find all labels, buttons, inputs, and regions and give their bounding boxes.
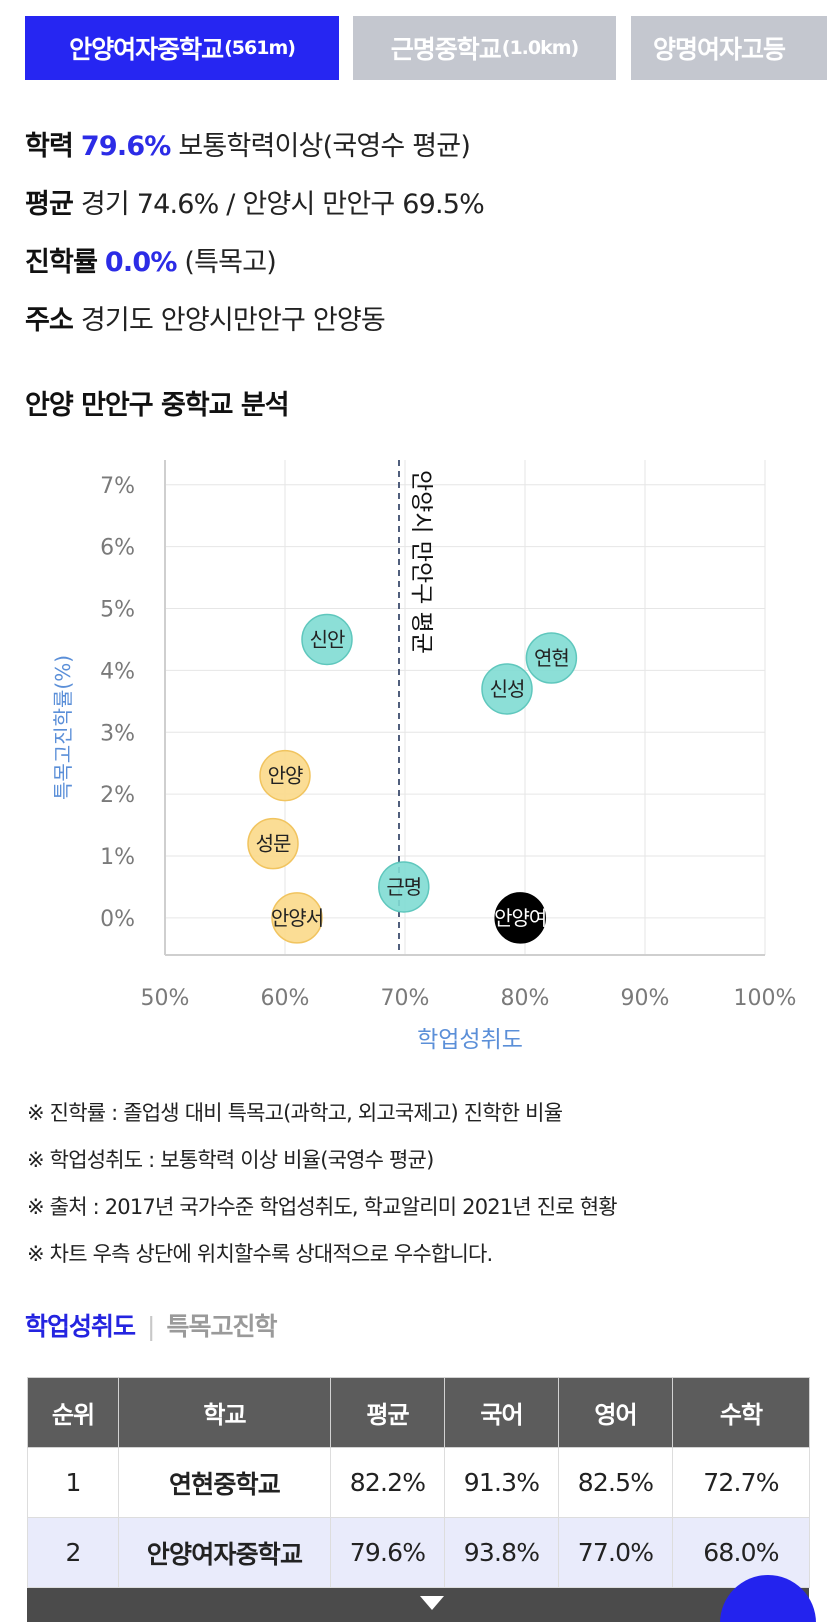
average-label: 평균	[25, 189, 74, 220]
advance-value: 0.0%	[104, 247, 177, 278]
header-school: 학교	[118, 1377, 331, 1448]
average-value: 경기 74.6% / 안양시 만안구 69.5%	[80, 189, 485, 220]
data-point	[378, 861, 430, 913]
show-more-button[interactable]	[27, 1588, 809, 1622]
note-line: ※ 학업성취도 : 보통학력 이상 비율(국영수 평균)	[27, 1148, 434, 1172]
header-korean: 국어	[444, 1377, 559, 1448]
ranking-tabs: 학업성취도 | 특목고진학	[25, 1307, 277, 1343]
data-point	[525, 632, 578, 684]
y-tick-label: 6%	[100, 536, 135, 561]
cell-english: 82.5%	[558, 1447, 673, 1518]
x-axis-label: 학업성취도	[417, 1027, 523, 1053]
table-row: 1 연현중학교 82.2% 91.3% 82.5% 72.7%	[27, 1447, 810, 1518]
average-info: 평균 경기 74.6% / 안양시 만안구 69.5%	[25, 182, 485, 221]
scatter-chart: 0% 1% 2% 3% 4% 5% 6% 7% 50% 60% 70% 80% 90% 100% 학업성취도…	[51, 460, 797, 1053]
cell-math: 72.7%	[672, 1447, 810, 1518]
tab-school-2[interactable]: 근명중학교 (1.0km)	[353, 16, 616, 80]
data-point-label: 근명	[386, 875, 421, 899]
data-point	[247, 817, 299, 870]
academic-desc: 보통학력이상(국영수 평균)	[178, 131, 471, 162]
academic-value: 79.6%	[80, 131, 171, 162]
address-value: 경기도 안양시만안구 안양동	[80, 305, 386, 336]
cell-korean: 91.3%	[444, 1447, 559, 1518]
cell-rank: 2	[27, 1517, 119, 1588]
y-tick-label: 3%	[100, 721, 135, 746]
tab-school-name: 근명중학교	[390, 35, 502, 64]
header-average: 평균	[330, 1377, 445, 1448]
data-point-label: 신안	[310, 627, 345, 651]
cell-rank: 1	[27, 1447, 119, 1518]
note-line: ※ 출처 : 2017년 국가수준 학업성취도, 학교알리미 2021년 진로 …	[27, 1195, 618, 1219]
y-tick-label: 7%	[100, 474, 135, 499]
data-point-label: 안양	[268, 764, 303, 788]
x-tick-label: 80%	[501, 986, 550, 1011]
note-line: ※ 진학률 : 졸업생 대비 특목고(과학고, 외고국제고) 진학한 비율	[27, 1101, 563, 1125]
y-tick-label: 1%	[100, 845, 135, 870]
advance-label: 진학률	[25, 247, 98, 278]
y-tick-label: 5%	[100, 598, 135, 623]
cell-school: 연현중학교	[118, 1447, 331, 1518]
advance-desc: (특목고)	[184, 247, 276, 278]
chevron-down-icon	[420, 1596, 444, 1610]
x-tick-label: 100%	[734, 986, 797, 1011]
cell-average: 79.6%	[330, 1517, 445, 1588]
x-tick-label: 90%	[621, 986, 670, 1011]
tab-school-name: 양명여자고등	[653, 35, 786, 64]
section-title: 안양 만안구 중학교 분석	[25, 390, 290, 421]
cell-average: 82.2%	[330, 1447, 445, 1518]
address-label: 주소	[25, 305, 74, 336]
academic-info: 학력 79.6% 보통학력이상(국영수 평균)	[25, 124, 471, 163]
y-tick-label: 4%	[100, 659, 135, 684]
data-point-label: 안양서	[271, 906, 323, 930]
academic-label: 학력	[25, 131, 74, 162]
tab-school-distance: (561m)	[224, 37, 296, 59]
tab-school-distance: (1.0km)	[501, 37, 579, 59]
table-header-row: 순위 학교 평균 국어 영어 수학	[27, 1377, 810, 1448]
data-point	[301, 613, 353, 666]
table-row-selected: 2 안양여자중학교 79.6% 93.8% 77.0% 68.0%	[27, 1517, 810, 1588]
data-point	[494, 892, 546, 944]
header-math: 수학	[672, 1377, 810, 1448]
tab-separator: |	[147, 1312, 156, 1341]
x-tick-label: 50%	[141, 986, 190, 1011]
tab-special-high[interactable]: 특목고진학	[166, 1312, 277, 1341]
note-line: ※ 차트 우측 상단에 위치할수록 상대적으로 우수합니다.	[27, 1242, 493, 1266]
x-tick-label: 70%	[381, 986, 430, 1011]
school-tabs: 안양여자중학교 (561m) 근명중학교 (1.0km) 양명여자고등	[25, 16, 827, 80]
data-point-label: 안양여	[494, 906, 546, 930]
data-point-label: 신성	[490, 677, 525, 701]
data-point-label: 연현	[534, 646, 569, 670]
ranking-table: 순위 학교 평균 국어 영어 수학 1 연현중학교 82.2% 91.3% 82…	[27, 1377, 810, 1588]
reference-line-label: 안양시 만안구 평균	[408, 470, 434, 654]
tab-school-1[interactable]: 안양여자중학교 (561m)	[25, 16, 339, 80]
cell-english: 77.0%	[558, 1517, 673, 1588]
cell-math: 68.0%	[672, 1517, 810, 1588]
y-axis-label: 특목고진학률(%)	[51, 655, 75, 800]
y-tick-label: 0%	[100, 907, 135, 932]
cell-korean: 93.8%	[444, 1517, 559, 1588]
x-tick-label: 60%	[261, 986, 310, 1011]
data-point	[259, 749, 311, 802]
tab-academic[interactable]: 학업성취도	[25, 1312, 136, 1341]
tab-school-name: 안양여자중학교	[69, 35, 224, 64]
cell-school: 안양여자중학교	[118, 1517, 331, 1588]
data-point	[271, 892, 323, 944]
tab-school-3[interactable]: 양명여자고등	[631, 16, 827, 80]
advance-info: 진학률 0.0% (특목고)	[25, 240, 277, 279]
address-info: 주소 경기도 안양시만안구 안양동	[25, 298, 386, 337]
header-rank: 순위	[27, 1377, 119, 1448]
y-tick-label: 2%	[100, 783, 135, 808]
chart-notes: ※ 진학률 : 졸업생 대비 특목고(과학고, 외고국제고) 진학한 비율 ※ …	[27, 1090, 618, 1278]
data-point-label: 성문	[256, 832, 291, 856]
data-point	[481, 663, 533, 715]
header-english: 영어	[558, 1377, 673, 1448]
